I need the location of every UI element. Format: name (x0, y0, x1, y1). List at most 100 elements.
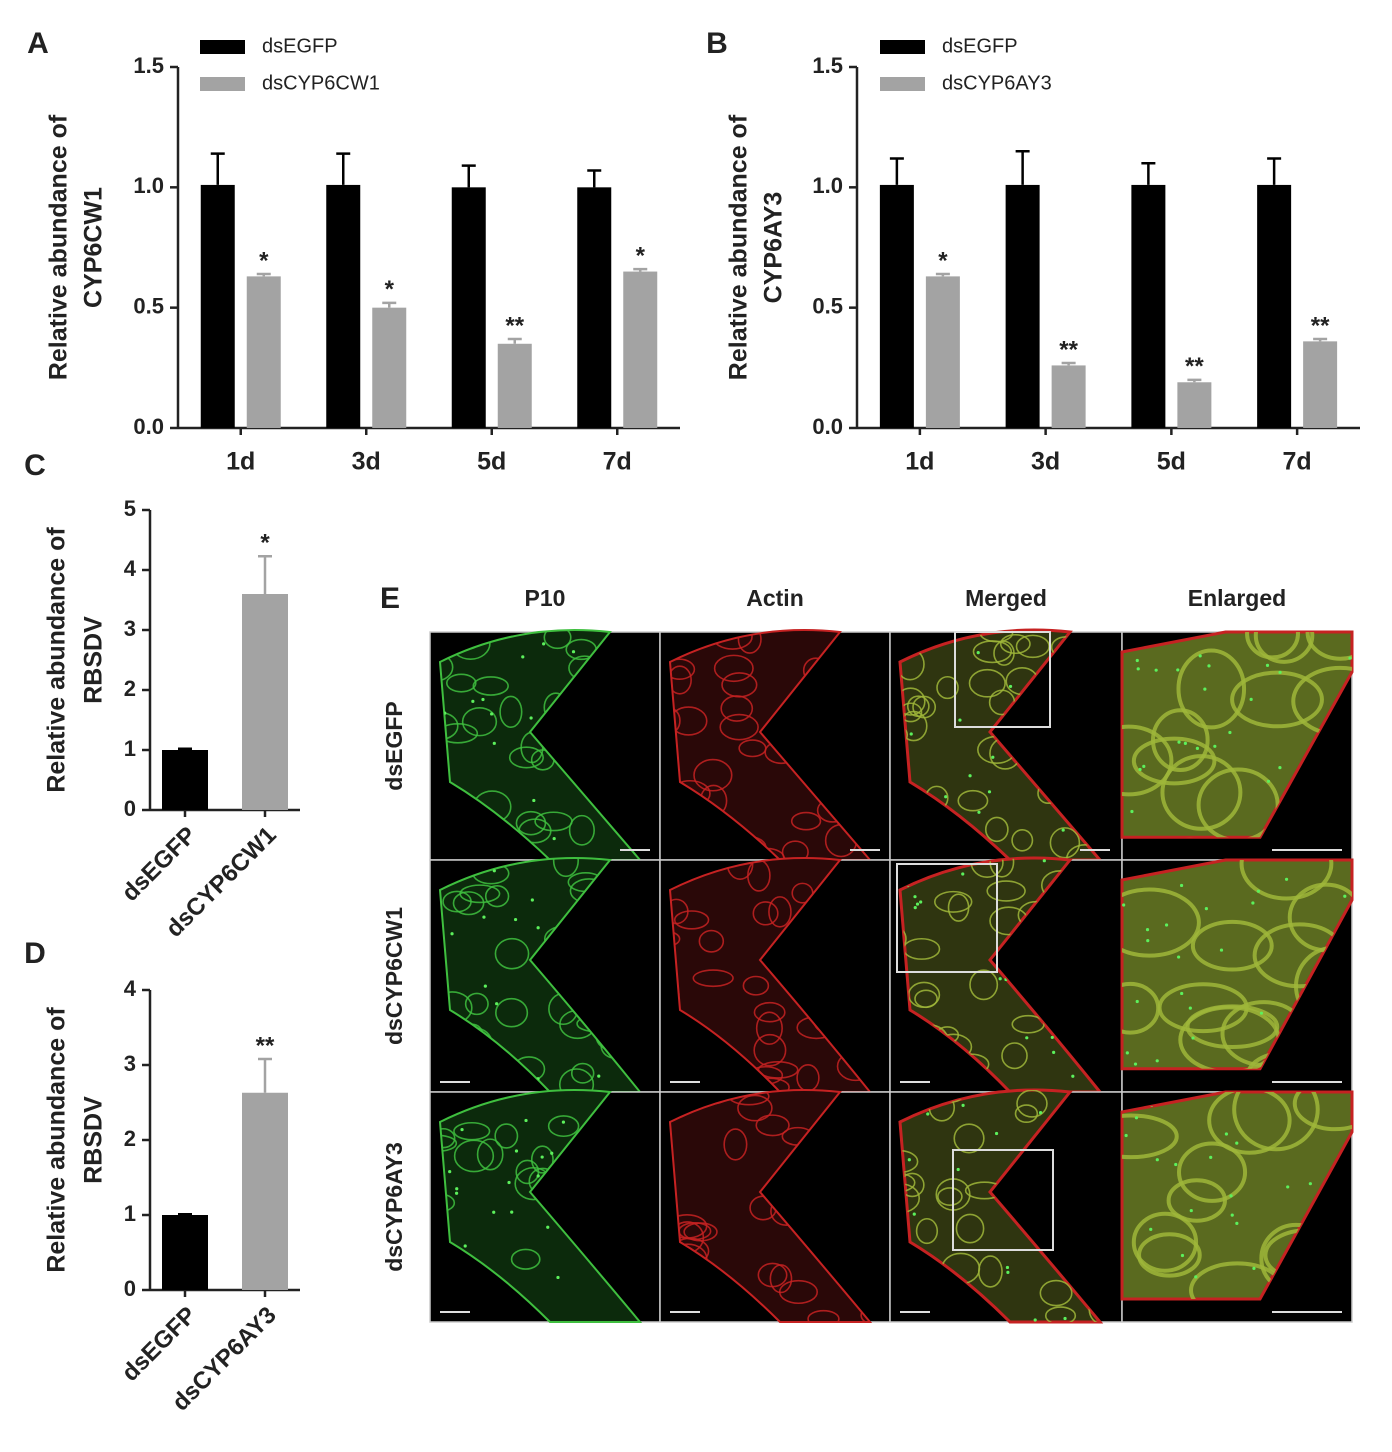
particle (460, 1127, 464, 1132)
particle (968, 774, 972, 778)
bar (200, 184, 235, 428)
y-tick-label: 0.5 (812, 293, 843, 318)
cell-outline (713, 654, 754, 683)
particle (510, 1210, 514, 1214)
significance: ** (505, 312, 524, 339)
legend-label: dsCYP6CW1 (262, 72, 380, 94)
particle (482, 915, 486, 919)
cell-outline (937, 1187, 963, 1206)
cell-outline (757, 1262, 788, 1288)
cell-outline (693, 758, 733, 792)
cell-outline (494, 1123, 519, 1149)
particle (483, 984, 487, 988)
particle (550, 1151, 554, 1155)
cell-outline (781, 840, 809, 860)
particle (1228, 730, 1232, 735)
particle (912, 1212, 916, 1216)
error-bar (1313, 337, 1328, 342)
bar (242, 594, 288, 810)
particle (1135, 999, 1139, 1004)
cell-outline (1232, 1092, 1320, 1152)
particle (1179, 883, 1184, 888)
cell-outline (1137, 1232, 1202, 1278)
error-bar (210, 152, 225, 185)
legend-swatch (880, 40, 925, 54)
particle (1308, 1182, 1312, 1186)
bar (451, 187, 486, 428)
cell-outline (1039, 1279, 1073, 1307)
particle (507, 1180, 511, 1185)
error-bar (633, 267, 648, 272)
particle (1249, 697, 1253, 701)
micrograph (889, 628, 1123, 862)
particle (1033, 1318, 1037, 1322)
cell-outline (452, 891, 485, 916)
particle (977, 810, 981, 814)
error-bar (1141, 162, 1156, 185)
particle (1006, 1270, 1010, 1274)
particle (1188, 1006, 1192, 1010)
cell-outline (440, 1127, 456, 1149)
particle (1265, 663, 1270, 667)
cell-outline (723, 1128, 748, 1161)
cell-outline (900, 723, 909, 747)
cell-outline (1292, 1092, 1352, 1132)
cell-outline (737, 1094, 773, 1122)
particle (1191, 1036, 1195, 1040)
y-tick-label: 0.5 (133, 293, 164, 318)
cell-outline (1131, 736, 1217, 786)
cell-outline (999, 633, 1031, 655)
cell-outline (1122, 724, 1174, 797)
cell-outline (720, 695, 754, 722)
panel-label: C (24, 449, 46, 482)
particle (1213, 744, 1217, 748)
row-label: dsEGFP (381, 701, 407, 790)
cell-outline (755, 1011, 783, 1045)
particle (1198, 654, 1202, 658)
cell-outline (534, 811, 573, 832)
y-tick-label: 1.0 (812, 173, 843, 198)
y-tick-label: 0.0 (133, 414, 164, 439)
cell-outline (692, 969, 734, 988)
y-tick-label: 1 (124, 736, 136, 761)
panel-label: D (24, 937, 46, 970)
cell-outline (737, 630, 762, 654)
particle (536, 926, 540, 930)
cell-outline (515, 810, 547, 836)
particle (471, 699, 475, 703)
particle (490, 712, 494, 716)
panel-label: A (27, 27, 49, 60)
cell-outline (719, 713, 759, 741)
cell-outline (494, 937, 530, 970)
cell-outline (755, 1114, 790, 1137)
particle (1164, 923, 1169, 927)
particle (1286, 1185, 1290, 1189)
cell-outline (515, 1159, 540, 1185)
particle (1063, 1316, 1067, 1321)
cell-outline (1177, 1141, 1248, 1203)
micrograph (1120, 1090, 1354, 1323)
cell-outline (1088, 1294, 1100, 1322)
particle (492, 869, 496, 873)
y-axis-label: RBSDV (80, 616, 108, 704)
particle (1071, 1074, 1075, 1078)
y-axis-label: Relative abundance of (725, 114, 753, 380)
cell-outline (670, 665, 692, 695)
particle (909, 732, 913, 736)
cell-outline (510, 1248, 541, 1270)
particle (514, 1149, 519, 1153)
particle (991, 755, 995, 759)
cell-outline (670, 929, 681, 948)
zoom-box (896, 863, 998, 973)
micrograph (429, 1089, 661, 1323)
column-header: Enlarged (1188, 585, 1286, 611)
y-tick-label: 1.5 (812, 53, 843, 78)
y-tick-label: 0.0 (812, 414, 843, 439)
micrograph (1120, 630, 1354, 861)
y-tick-label: 1.0 (133, 173, 164, 198)
micrograph (1120, 858, 1354, 1093)
cell-outline (1122, 981, 1161, 1035)
particle (597, 1074, 601, 1078)
particle (1207, 664, 1211, 668)
particle (1266, 779, 1271, 783)
